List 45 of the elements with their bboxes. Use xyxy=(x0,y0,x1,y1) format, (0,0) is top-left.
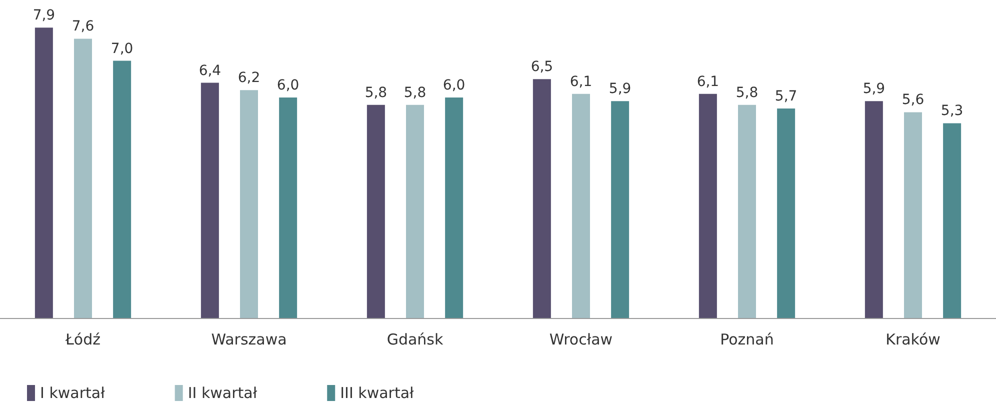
data-label: 6,0 xyxy=(276,78,300,94)
data-label: 5,6 xyxy=(902,92,924,108)
data-label: 6,5 xyxy=(530,59,554,76)
x-tick-label: Poznań xyxy=(720,330,774,348)
bar xyxy=(240,90,258,318)
bar xyxy=(366,104,385,318)
x-tick-label: Wrocław xyxy=(549,330,613,348)
data-label: 6,0 xyxy=(442,78,466,94)
data-label: 5,8 xyxy=(736,84,758,101)
legend-label: I kwartał xyxy=(40,384,106,402)
bar xyxy=(200,82,219,318)
bar xyxy=(279,98,298,318)
bar xyxy=(572,94,590,318)
data-label: 7,9 xyxy=(32,8,56,24)
bar xyxy=(698,94,717,318)
bar xyxy=(445,98,464,318)
data-label: 6,1 xyxy=(570,74,592,90)
data-label: 5,9 xyxy=(608,81,632,98)
bar xyxy=(864,101,883,318)
bar xyxy=(611,101,630,318)
legend-label: III kwartał xyxy=(340,384,415,402)
bar xyxy=(34,28,53,318)
data-label: 6,4 xyxy=(198,62,222,79)
bar xyxy=(777,108,796,318)
x-tick-label: Warszawa xyxy=(211,330,287,348)
bar xyxy=(406,104,424,318)
data-label: 5,3 xyxy=(940,103,964,120)
bar xyxy=(532,79,551,318)
x-tick-label: Gdańsk xyxy=(386,330,444,348)
bar xyxy=(943,123,962,318)
data-label: 5,9 xyxy=(862,81,886,98)
bar xyxy=(113,60,132,318)
data-label: 7,6 xyxy=(72,18,94,35)
data-label: 7,0 xyxy=(110,40,134,57)
bar xyxy=(904,112,922,318)
data-label: 5,7 xyxy=(774,88,798,105)
x-tick-label: Łódź xyxy=(64,330,101,348)
data-label: 6,2 xyxy=(238,70,260,86)
data-label: 5,8 xyxy=(404,84,426,101)
bar xyxy=(74,38,92,318)
data-label: 6,1 xyxy=(696,74,720,90)
legend-label: II kwartał xyxy=(188,384,258,402)
data-label: 5,8 xyxy=(364,84,388,101)
x-tick-label: Kraków xyxy=(886,330,940,348)
bar xyxy=(738,104,756,318)
